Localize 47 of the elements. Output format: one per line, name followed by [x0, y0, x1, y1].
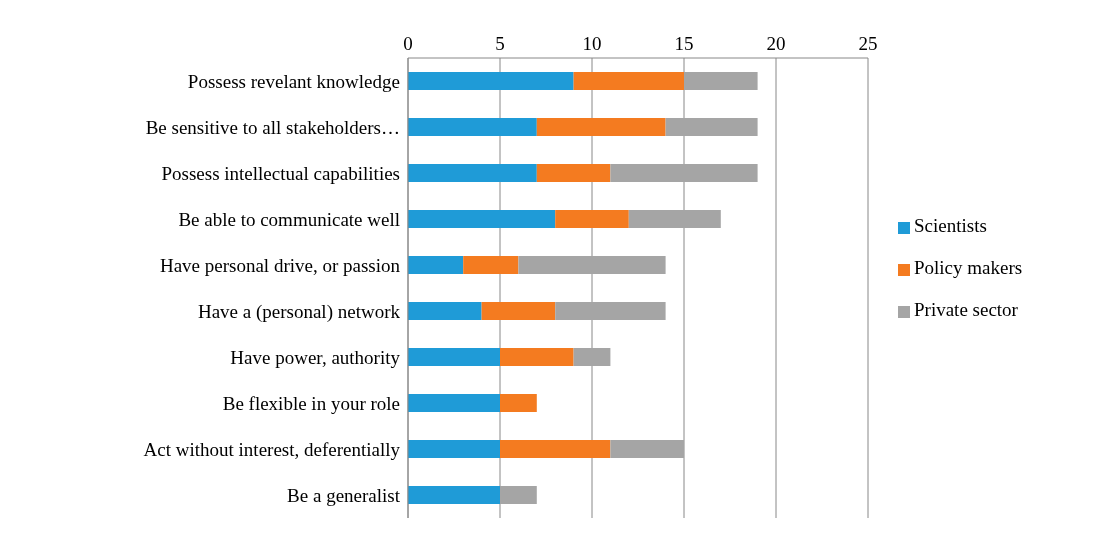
bar	[408, 72, 574, 90]
bar	[500, 394, 537, 412]
bar	[408, 394, 500, 412]
bar	[408, 164, 537, 182]
bar	[408, 486, 500, 504]
bar	[610, 164, 758, 182]
x-tick-label: 15	[674, 33, 694, 54]
bar	[573, 348, 611, 366]
bar	[628, 210, 721, 228]
y-tick-label: Be sensitive to all stakeholders…	[145, 116, 400, 138]
bar	[408, 348, 500, 366]
bar	[500, 440, 611, 458]
legend-label: Scientists	[914, 215, 987, 236]
x-tick-label: 10	[582, 33, 602, 54]
bar	[518, 256, 666, 274]
bar	[665, 118, 758, 136]
x-tick-label: 0	[403, 33, 413, 54]
bar	[536, 118, 666, 136]
bar	[536, 164, 611, 182]
y-tick-label: Possess intellectual capabilities	[161, 162, 400, 184]
y-tick-label: Have personal drive, or passion	[159, 254, 401, 276]
bar	[408, 210, 556, 228]
bar	[463, 256, 519, 274]
legend-label: Private sector	[914, 299, 1018, 320]
x-tick-label: 20	[766, 33, 786, 54]
bar	[500, 348, 574, 366]
bar	[408, 256, 464, 274]
x-tick-label: 25	[858, 33, 878, 54]
y-tick-label: Be a generalist	[287, 484, 401, 506]
bar	[610, 440, 684, 458]
legend-label: Policy makers	[914, 257, 1023, 278]
bar	[573, 72, 684, 90]
bar	[684, 72, 758, 90]
bar	[408, 302, 482, 320]
bar	[500, 486, 537, 504]
bar	[408, 440, 500, 458]
bar	[408, 118, 537, 136]
y-tick-label: Have a (personal) network	[197, 300, 401, 323]
x-tick-label: 5	[495, 33, 505, 54]
bar	[555, 210, 629, 228]
y-tick-label: Possess revelant knowledge	[187, 70, 400, 92]
bar	[555, 302, 666, 320]
y-tick-label: Act without interest, deferentially	[143, 438, 401, 460]
y-tick-label: Have power, authority	[230, 346, 401, 368]
y-tick-label: Be able to communicate well	[178, 208, 400, 230]
y-tick-label: Be flexible in your role	[222, 392, 400, 414]
bar	[481, 302, 556, 320]
